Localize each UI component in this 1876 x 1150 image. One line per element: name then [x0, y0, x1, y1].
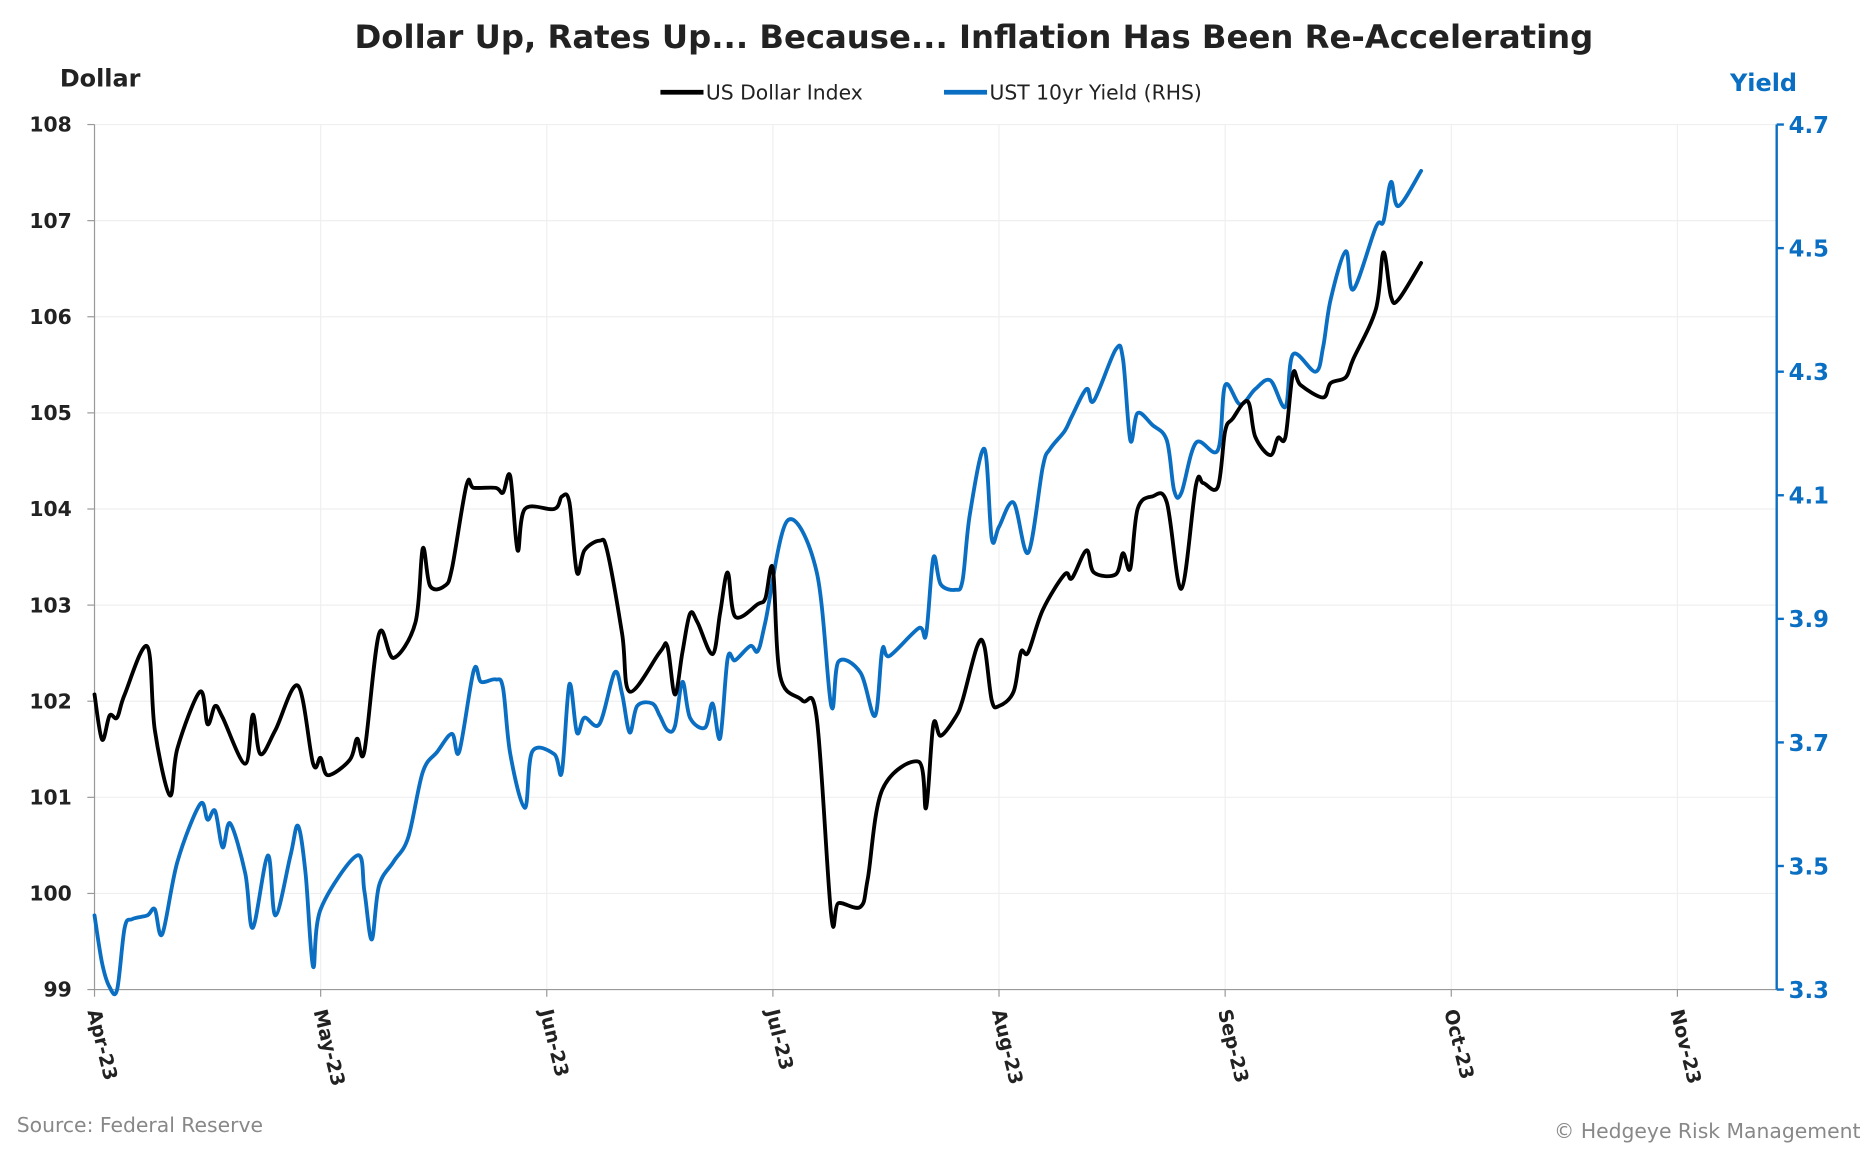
legend-label-yield: UST 10yr Yield (RHS) — [989, 80, 1201, 104]
x-tick-label: Oct-23 — [1439, 1007, 1479, 1082]
x-tick-label: Jun-23 — [534, 1005, 573, 1079]
left-tick-label: 103 — [29, 593, 71, 617]
x-tick-label: Apr-23 — [82, 1007, 122, 1083]
left-tick-label: 106 — [29, 305, 71, 329]
right-tick-label: 3.7 — [1789, 731, 1829, 757]
gridlines — [94, 123, 1777, 991]
right-tick-label: 3.5 — [1789, 854, 1829, 880]
left-tick-label: 102 — [29, 689, 71, 713]
x-tick-label: Nov-23 — [1665, 1007, 1706, 1086]
dollar-index-line — [92, 250, 1424, 929]
left-tick-label: 101 — [29, 786, 71, 810]
legend-label-dollar: US Dollar Index — [706, 80, 863, 104]
left-tick-label: 104 — [29, 497, 71, 521]
left-tick-label: 108 — [29, 113, 71, 137]
right-tick-label: 4.7 — [1789, 113, 1829, 139]
left-tick-label: 99 — [43, 978, 71, 1002]
right-tick-label: 4.1 — [1789, 484, 1829, 510]
left-tick-label: 107 — [29, 209, 71, 233]
left-axis-title: Dollar — [60, 64, 141, 92]
x-tick-label: Aug-23 — [987, 1007, 1028, 1087]
right-tick-label: 3.3 — [1789, 978, 1829, 1004]
right-tick-label: 3.9 — [1789, 607, 1829, 633]
x-tick-label: Jul-23 — [760, 1005, 798, 1073]
right-axis-title: Yield — [1729, 69, 1797, 97]
left-tick-label: 100 — [29, 882, 71, 906]
source-note: Source: Federal Reserve — [17, 1113, 263, 1137]
chart-title: Dollar Up, Rates Up... Because... Inflat… — [355, 18, 1594, 56]
right-tick-label: 4.3 — [1789, 360, 1829, 386]
x-tick-label: May-23 — [309, 1007, 350, 1089]
x-tick-label: Sep-23 — [1213, 1007, 1253, 1085]
copyright-note: © Hedgeye Risk Management — [1554, 1119, 1860, 1143]
axes — [87, 123, 1784, 997]
left-tick-label: 105 — [29, 401, 71, 425]
ust-10yr-yield-line — [92, 168, 1424, 997]
right-tick-label: 4.5 — [1789, 236, 1829, 262]
series-lines — [92, 168, 1424, 997]
legend: US Dollar Index UST 10yr Yield (RHS) — [660, 80, 1202, 104]
